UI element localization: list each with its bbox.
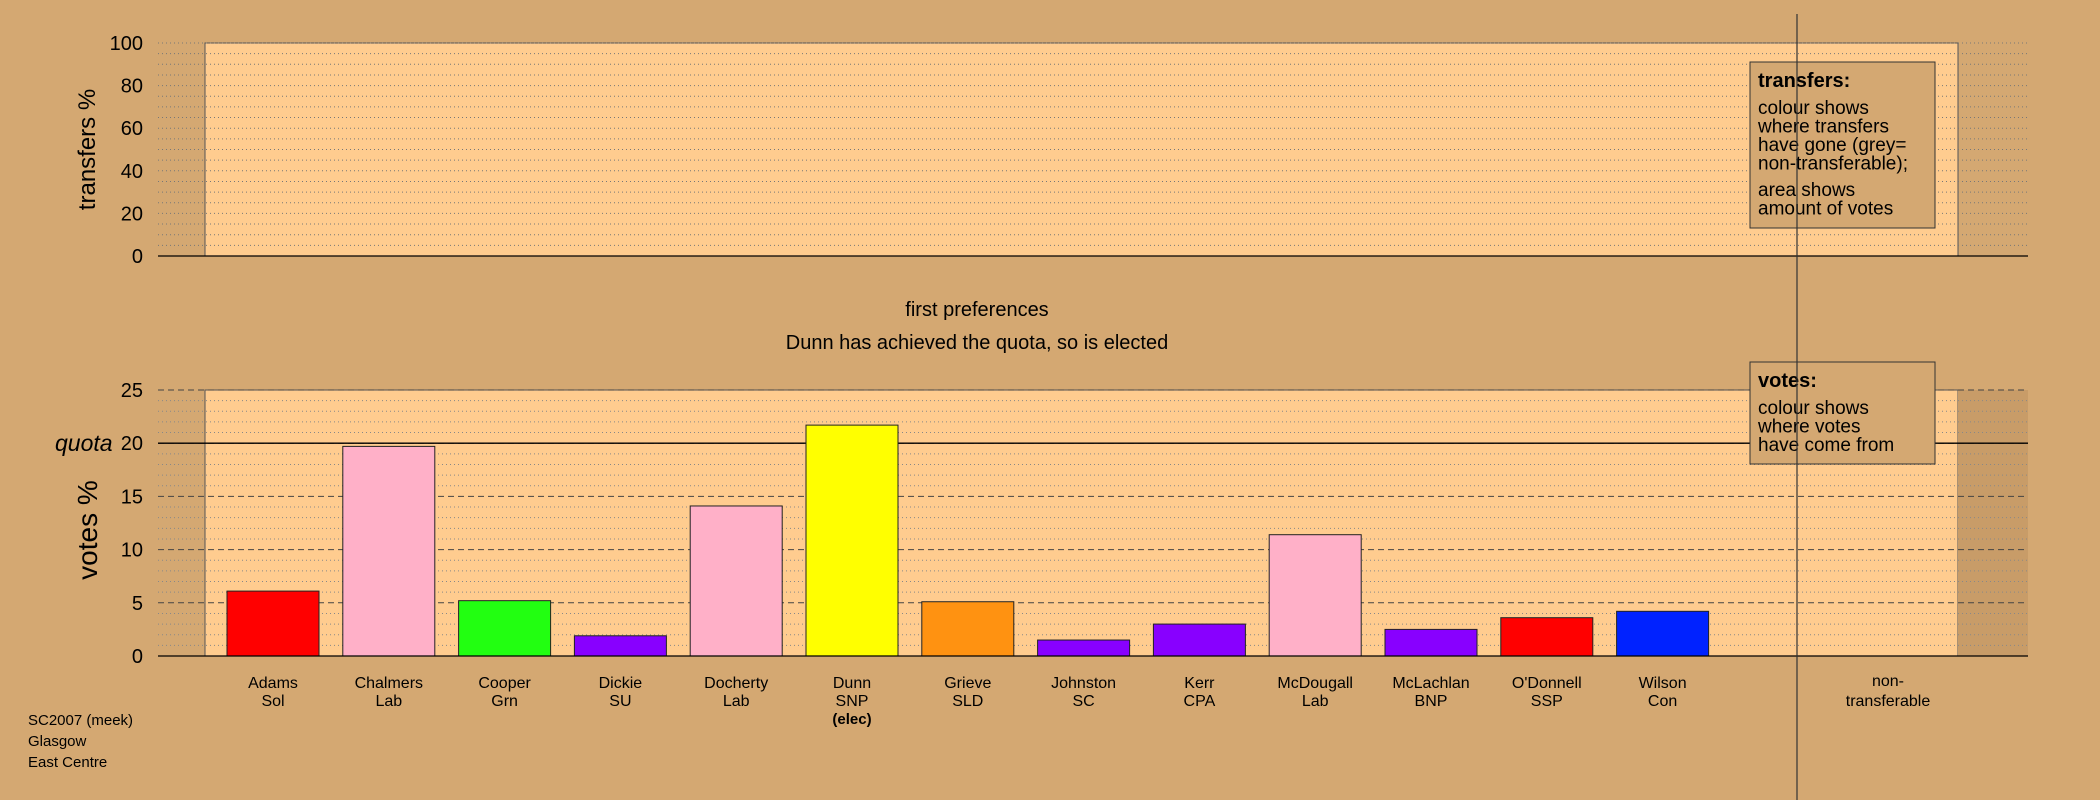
x-tick-label-note: (elec) xyxy=(832,711,871,728)
votes-y-tick-label: 15 xyxy=(121,486,143,508)
transfers-y-tick-label: 40 xyxy=(121,161,143,183)
votes-legend-line: colour shows xyxy=(1758,398,1869,419)
bar-wilson xyxy=(1616,610,1710,657)
votes-y-tick-label: 5 xyxy=(132,593,143,615)
x-tick-label-party: Lab xyxy=(723,693,750,710)
bar-dunn xyxy=(805,424,899,657)
x-tick-label-name: McDougall xyxy=(1277,675,1353,692)
votes-legend-title: votes: xyxy=(1758,370,1817,392)
transfers-y-tick-label: 60 xyxy=(121,118,143,140)
bar-adams xyxy=(226,590,320,657)
footer: SC2007 (meek) Glasgow East Centre xyxy=(28,710,133,773)
transfers-y-tick-label: 0 xyxy=(132,246,143,268)
x-tick-label-party: Grn xyxy=(491,693,518,710)
x-tick-label-party: BNP xyxy=(1415,693,1448,710)
bar-johnston xyxy=(1037,639,1131,657)
x-tick-label-party: CPA xyxy=(1184,693,1216,710)
votes-legend-box xyxy=(1749,361,1936,465)
transfers-legend-title: transfers: xyxy=(1758,70,1850,92)
transfers-legend-line: where transfers xyxy=(1757,117,1889,138)
x-tick-label-party: Lab xyxy=(1302,693,1329,710)
x-tick-label-name: Chalmers xyxy=(355,675,423,692)
votes-y-tick-label: 20 xyxy=(121,433,143,455)
transfers-y-tick-label: 20 xyxy=(121,203,143,225)
x-tick-label-party: Sol xyxy=(261,693,284,710)
transfers-legend-box xyxy=(1749,61,1936,229)
votes-y-tick-label: 0 xyxy=(132,646,143,668)
x-tick-label-name: Johnston xyxy=(1051,675,1116,692)
x-tick-label-party: SLD xyxy=(952,693,983,710)
footer-line-1: SC2007 (meek) xyxy=(28,712,134,729)
votes-y-tick-label: 10 xyxy=(121,540,143,562)
bar-dickie xyxy=(573,635,667,657)
x-tick-label-name: Dickie xyxy=(599,675,643,692)
bar-cooper xyxy=(458,600,552,657)
x-tick-label-party: SU xyxy=(609,693,631,710)
x-tick-label-name: Cooper xyxy=(478,675,531,692)
transfers-y-axis-label: transfers % xyxy=(74,89,101,210)
transfers-legend-line: have gone (grey= xyxy=(1758,135,1906,156)
bar-docherty xyxy=(689,505,783,657)
x-tick-label-name: McLachlan xyxy=(1392,675,1469,692)
x-tick-label-name: Dunn xyxy=(833,675,871,692)
transfers-legend-line: colour shows xyxy=(1758,98,1869,119)
x-tick-label-name: Grieve xyxy=(944,675,991,692)
x-tick-label-party: SNP xyxy=(836,693,869,710)
x-tick-label-party: Lab xyxy=(375,693,402,710)
transfers-legend-line: area shows xyxy=(1758,180,1855,201)
footer-line-2: Glasgow xyxy=(28,733,87,750)
transfers-y-tick-label: 100 xyxy=(110,33,143,55)
transfers-legend-line: non-transferable); xyxy=(1758,154,1908,175)
x-tick-label-nontransferable-2: transferable xyxy=(1846,693,1931,710)
transfers-y-tick-label: 80 xyxy=(121,76,143,98)
chart-title: first preferences xyxy=(905,299,1048,321)
chart-subtitle: Dunn has achieved the quota, so is elect… xyxy=(786,332,1168,354)
bar-odonnell xyxy=(1500,617,1594,657)
x-tick-label-name: Wilson xyxy=(1639,675,1687,692)
footer-line-3: East Centre xyxy=(28,754,108,771)
x-tick-label-name: Docherty xyxy=(704,675,768,692)
votes-y-tick-label: 25 xyxy=(121,380,143,402)
votes-y-axis-label: votes % xyxy=(72,480,103,580)
x-tick-label-name: Adams xyxy=(248,675,298,692)
x-tick-label-nontransferable-1: non- xyxy=(1872,673,1904,690)
x-tick-label-name: Kerr xyxy=(1184,675,1215,692)
votes-legend-line: have come from xyxy=(1758,435,1894,456)
bar-mcdougall xyxy=(1268,534,1362,657)
x-tick-label-party: Con xyxy=(1648,693,1677,710)
x-tick-label-party: SSP xyxy=(1531,693,1563,710)
bar-mclachlan xyxy=(1384,628,1478,657)
transfers-legend-line: amount of votes xyxy=(1758,199,1893,220)
x-tick-label-party: SC xyxy=(1072,693,1094,710)
x-tick-label-name: O'Donnell xyxy=(1512,675,1582,692)
nontransferable-shade xyxy=(1958,390,2028,656)
bar-chalmers xyxy=(342,445,436,657)
bar-kerr xyxy=(1152,623,1246,657)
bar-grieve xyxy=(921,601,1015,657)
transfers-panel-background xyxy=(204,42,1959,257)
votes-legend-line: where votes xyxy=(1757,417,1860,438)
quota-label: quota xyxy=(55,430,113,456)
